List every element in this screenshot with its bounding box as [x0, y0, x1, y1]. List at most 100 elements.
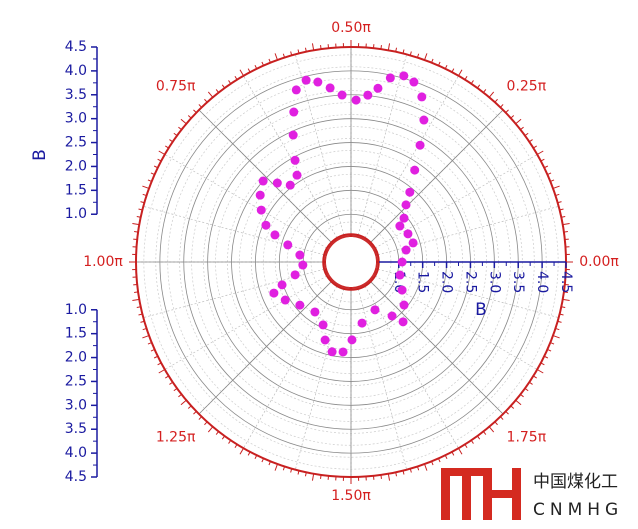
grid-spoke	[370, 109, 504, 243]
outer-tick	[505, 410, 509, 415]
minor-spoke	[243, 286, 338, 449]
inner-tick	[362, 283, 365, 287]
outer-tick	[431, 58, 434, 63]
outer-tick	[193, 109, 197, 114]
inner-tick	[370, 245, 374, 248]
data-point	[289, 107, 299, 117]
data-point	[373, 83, 383, 93]
inner-tick	[332, 240, 336, 244]
inner-tick	[340, 284, 343, 289]
data-point	[295, 300, 305, 310]
inner-tick	[362, 237, 365, 241]
outer-tick	[282, 466, 286, 471]
outer-tick	[510, 115, 515, 119]
data-point	[290, 155, 300, 165]
outer-tick	[395, 472, 398, 477]
inner-tick	[335, 282, 339, 287]
outer-tick	[416, 466, 420, 471]
minor-spoke	[143, 268, 325, 318]
data-point	[399, 300, 409, 310]
inner-tick	[323, 255, 327, 258]
outer-tick	[268, 58, 271, 63]
outer-tick	[204, 98, 208, 103]
data-point	[288, 130, 298, 140]
left-tick-label: 4.0	[65, 445, 87, 461]
data-point	[325, 83, 335, 93]
inner-tick	[374, 251, 378, 254]
inner-tick	[372, 273, 376, 276]
inner-tick	[327, 275, 331, 279]
left-tick-label: 1.5	[65, 326, 87, 342]
inner-tick	[371, 275, 375, 279]
outer-tick	[134, 231, 139, 233]
inner-tick	[331, 240, 335, 244]
inner-tick	[330, 242, 334, 245]
minor-spoke	[357, 288, 407, 470]
outer-tick	[140, 201, 145, 204]
minor-spoke	[364, 286, 459, 449]
outer-tick	[180, 399, 187, 406]
r-axis-title: B	[475, 300, 487, 320]
outer-tick	[451, 68, 455, 73]
outer-tick	[555, 327, 560, 331]
data-point	[398, 317, 408, 327]
inner-tick	[369, 278, 373, 282]
inner-tick	[343, 286, 346, 290]
inner-tick	[370, 276, 374, 279]
outer-tick	[254, 455, 258, 460]
inner-tick	[334, 282, 338, 286]
inner-tick	[345, 234, 348, 238]
inner-tick	[334, 238, 338, 242]
outer-tick	[533, 145, 537, 149]
left-tick-label: 2.0	[65, 158, 87, 174]
data-point	[399, 71, 409, 81]
outer-tick	[499, 104, 504, 108]
inner-tick	[367, 240, 371, 244]
inner-tick	[355, 234, 358, 238]
left-tick-label: 1.0	[65, 206, 87, 222]
r-tick-label: 2.0	[439, 271, 455, 293]
data-point	[401, 245, 411, 255]
data-point	[280, 295, 290, 305]
outer-tick	[547, 348, 552, 352]
data-point	[295, 250, 305, 260]
data-point	[292, 170, 302, 180]
outer-tick	[268, 461, 271, 466]
outer-tick	[555, 193, 560, 197]
inner-tick	[342, 234, 345, 239]
inner-tick	[365, 239, 368, 243]
data-point	[410, 165, 420, 175]
data-point	[370, 305, 380, 315]
outer-tick	[311, 43, 315, 51]
outer-tick	[505, 109, 509, 114]
inner-tick	[323, 265, 327, 268]
inner-tick	[326, 248, 330, 251]
outer-tick	[165, 145, 169, 149]
inner-tick	[363, 283, 366, 287]
watermark-en: CNMHG	[533, 500, 623, 520]
outer-tick	[470, 439, 474, 444]
data-point	[385, 73, 395, 83]
inner-tick	[374, 269, 378, 272]
inner-tick	[370, 244, 374, 248]
data-point	[256, 205, 266, 215]
r-tick-label: 4.5	[558, 271, 574, 293]
outer-tick	[494, 421, 498, 426]
inner-tick	[359, 235, 362, 240]
data-point	[285, 180, 295, 190]
minor-spoke	[164, 154, 327, 249]
inner-tick	[328, 276, 332, 280]
data-point	[338, 347, 348, 357]
inner-tick	[323, 254, 327, 257]
outer-tick	[380, 474, 382, 479]
data-point	[397, 257, 407, 267]
outer-tick	[173, 387, 178, 392]
minor-spoke	[143, 206, 325, 256]
data-point	[401, 200, 411, 210]
inner-tick	[372, 248, 376, 251]
outer-tick	[559, 313, 564, 316]
inner-tick	[375, 255, 379, 258]
theta-tick-label: 1.75π	[507, 429, 547, 445]
left-axis-title: B	[30, 149, 50, 161]
inner-tick	[328, 245, 332, 248]
